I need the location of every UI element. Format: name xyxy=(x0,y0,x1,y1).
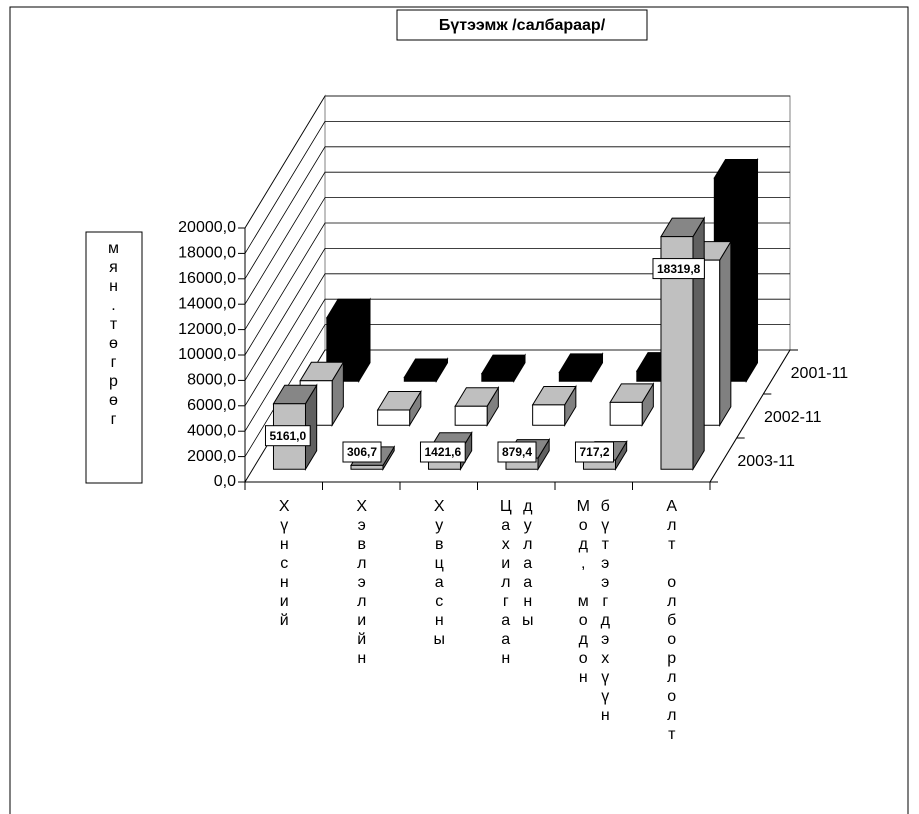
bar-front xyxy=(532,404,566,426)
legend-label: 2003-11 xyxy=(737,453,795,470)
bar-front xyxy=(660,236,694,470)
bar xyxy=(403,357,449,384)
frame xyxy=(9,6,909,814)
legend-label: 2002-11 xyxy=(764,409,822,426)
y-tick-label: 2000,0 xyxy=(187,448,236,465)
x-tick-label: Хүнсний xyxy=(275,498,293,631)
y-tick-label: 14000,0 xyxy=(178,295,236,312)
y-axis-label: мян.төгрөг xyxy=(105,240,122,430)
grid-line xyxy=(244,146,790,280)
y-tick-label: 20000,0 xyxy=(178,219,236,236)
bar xyxy=(376,389,422,428)
depth-axis xyxy=(709,349,791,483)
value-label-box xyxy=(574,441,615,463)
bar-side xyxy=(745,157,759,384)
bar-front xyxy=(403,376,437,382)
y-tick-label: 4000,0 xyxy=(187,422,236,439)
y-tick-label: 10000,0 xyxy=(178,346,236,363)
legend-label: 2001-11 xyxy=(791,365,849,382)
bar xyxy=(558,352,604,384)
y-tick-label: 8000,0 xyxy=(187,372,236,389)
grid-line xyxy=(244,121,790,254)
bar-front xyxy=(350,464,384,470)
grid-line xyxy=(244,171,790,305)
bar xyxy=(480,353,526,384)
bar xyxy=(531,384,577,428)
x-tick-label: Хэвлэлийн xyxy=(353,498,371,669)
value-label-box xyxy=(652,258,705,280)
bar-front xyxy=(377,409,411,426)
value-label: 18319,8 xyxy=(657,262,701,276)
y-tick-label: 6000,0 xyxy=(187,397,236,414)
y-tick-label: 18000,0 xyxy=(178,245,236,262)
value-label-box xyxy=(497,441,537,463)
bar-side xyxy=(719,239,732,428)
chart-title: Бүтээмж /салбараар/ xyxy=(439,17,606,34)
grid-line xyxy=(244,324,790,457)
grid-line xyxy=(244,95,790,229)
value-label: 879,4 xyxy=(502,445,532,459)
y-tick-label: 12000,0 xyxy=(178,321,236,338)
value-label-box xyxy=(419,441,466,463)
bar-front xyxy=(609,401,643,426)
bar-side xyxy=(692,216,705,472)
x-tick-label: Хувцасны xyxy=(430,498,448,650)
value-label: 5161,0 xyxy=(269,429,306,443)
bar-front xyxy=(558,371,592,382)
x-tick-label: Алт олборлолт xyxy=(663,498,681,745)
value-label: 306,7 xyxy=(347,445,377,459)
grid-line xyxy=(244,197,790,330)
value-label: 717,2 xyxy=(579,445,609,459)
title-box xyxy=(396,9,648,41)
bar xyxy=(609,382,655,428)
grid-line xyxy=(244,298,790,432)
grid-line xyxy=(244,247,790,381)
bar-front xyxy=(481,373,515,382)
value-label-box xyxy=(264,425,311,447)
x-tick-label: Мод, модон бүтээгдэхүүн xyxy=(574,498,614,726)
x-tick-label: Цахилгаан дулааны xyxy=(497,498,537,669)
bar-front xyxy=(454,405,488,426)
value-label-box xyxy=(342,441,382,463)
grid-line xyxy=(244,273,790,407)
bar xyxy=(454,385,500,428)
y-tick-label: 16000,0 xyxy=(178,270,236,287)
grid-line xyxy=(244,222,790,356)
y-tick-label: 0,0 xyxy=(214,473,236,490)
bar xyxy=(660,216,706,472)
value-label: 1421,6 xyxy=(424,445,461,459)
y-label-box xyxy=(85,231,143,484)
